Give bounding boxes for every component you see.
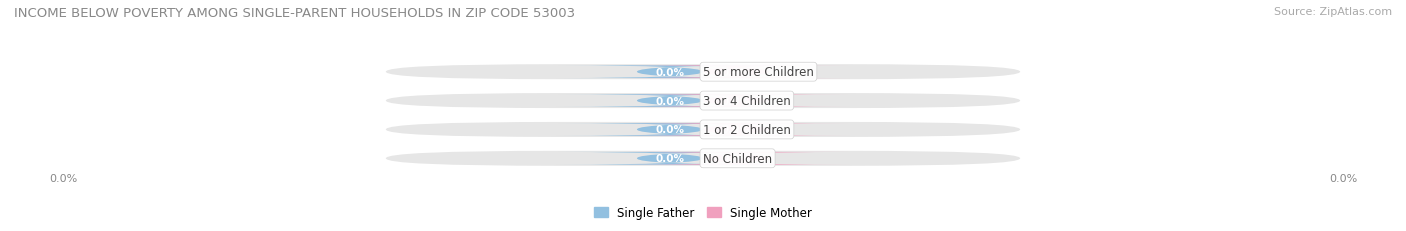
FancyBboxPatch shape — [623, 95, 849, 107]
Text: 5 or more Children: 5 or more Children — [703, 66, 814, 79]
Text: 0.0%: 0.0% — [49, 173, 77, 183]
Legend: Single Father, Single Mother: Single Father, Single Mother — [589, 201, 817, 223]
Text: 0.0%: 0.0% — [655, 125, 685, 135]
Text: 3 or 4 Children: 3 or 4 Children — [703, 95, 790, 108]
FancyBboxPatch shape — [557, 95, 783, 107]
Text: 0.0%: 0.0% — [655, 67, 685, 77]
Text: 1 or 2 Children: 1 or 2 Children — [703, 123, 790, 136]
FancyBboxPatch shape — [385, 65, 1021, 80]
Text: 0.0%: 0.0% — [721, 67, 751, 77]
FancyBboxPatch shape — [385, 151, 1021, 166]
Text: Source: ZipAtlas.com: Source: ZipAtlas.com — [1274, 7, 1392, 17]
Text: 0.0%: 0.0% — [1329, 173, 1357, 183]
FancyBboxPatch shape — [557, 124, 783, 136]
FancyBboxPatch shape — [623, 124, 849, 136]
Text: 0.0%: 0.0% — [655, 154, 685, 164]
Text: No Children: No Children — [703, 152, 772, 165]
FancyBboxPatch shape — [385, 94, 1021, 109]
FancyBboxPatch shape — [623, 152, 849, 165]
Text: 0.0%: 0.0% — [721, 154, 751, 164]
FancyBboxPatch shape — [557, 66, 783, 79]
Text: 0.0%: 0.0% — [721, 125, 751, 135]
Text: 0.0%: 0.0% — [655, 96, 685, 106]
Text: INCOME BELOW POVERTY AMONG SINGLE-PARENT HOUSEHOLDS IN ZIP CODE 53003: INCOME BELOW POVERTY AMONG SINGLE-PARENT… — [14, 7, 575, 20]
FancyBboxPatch shape — [557, 152, 783, 165]
FancyBboxPatch shape — [623, 66, 849, 79]
FancyBboxPatch shape — [385, 122, 1021, 137]
Text: 0.0%: 0.0% — [721, 96, 751, 106]
